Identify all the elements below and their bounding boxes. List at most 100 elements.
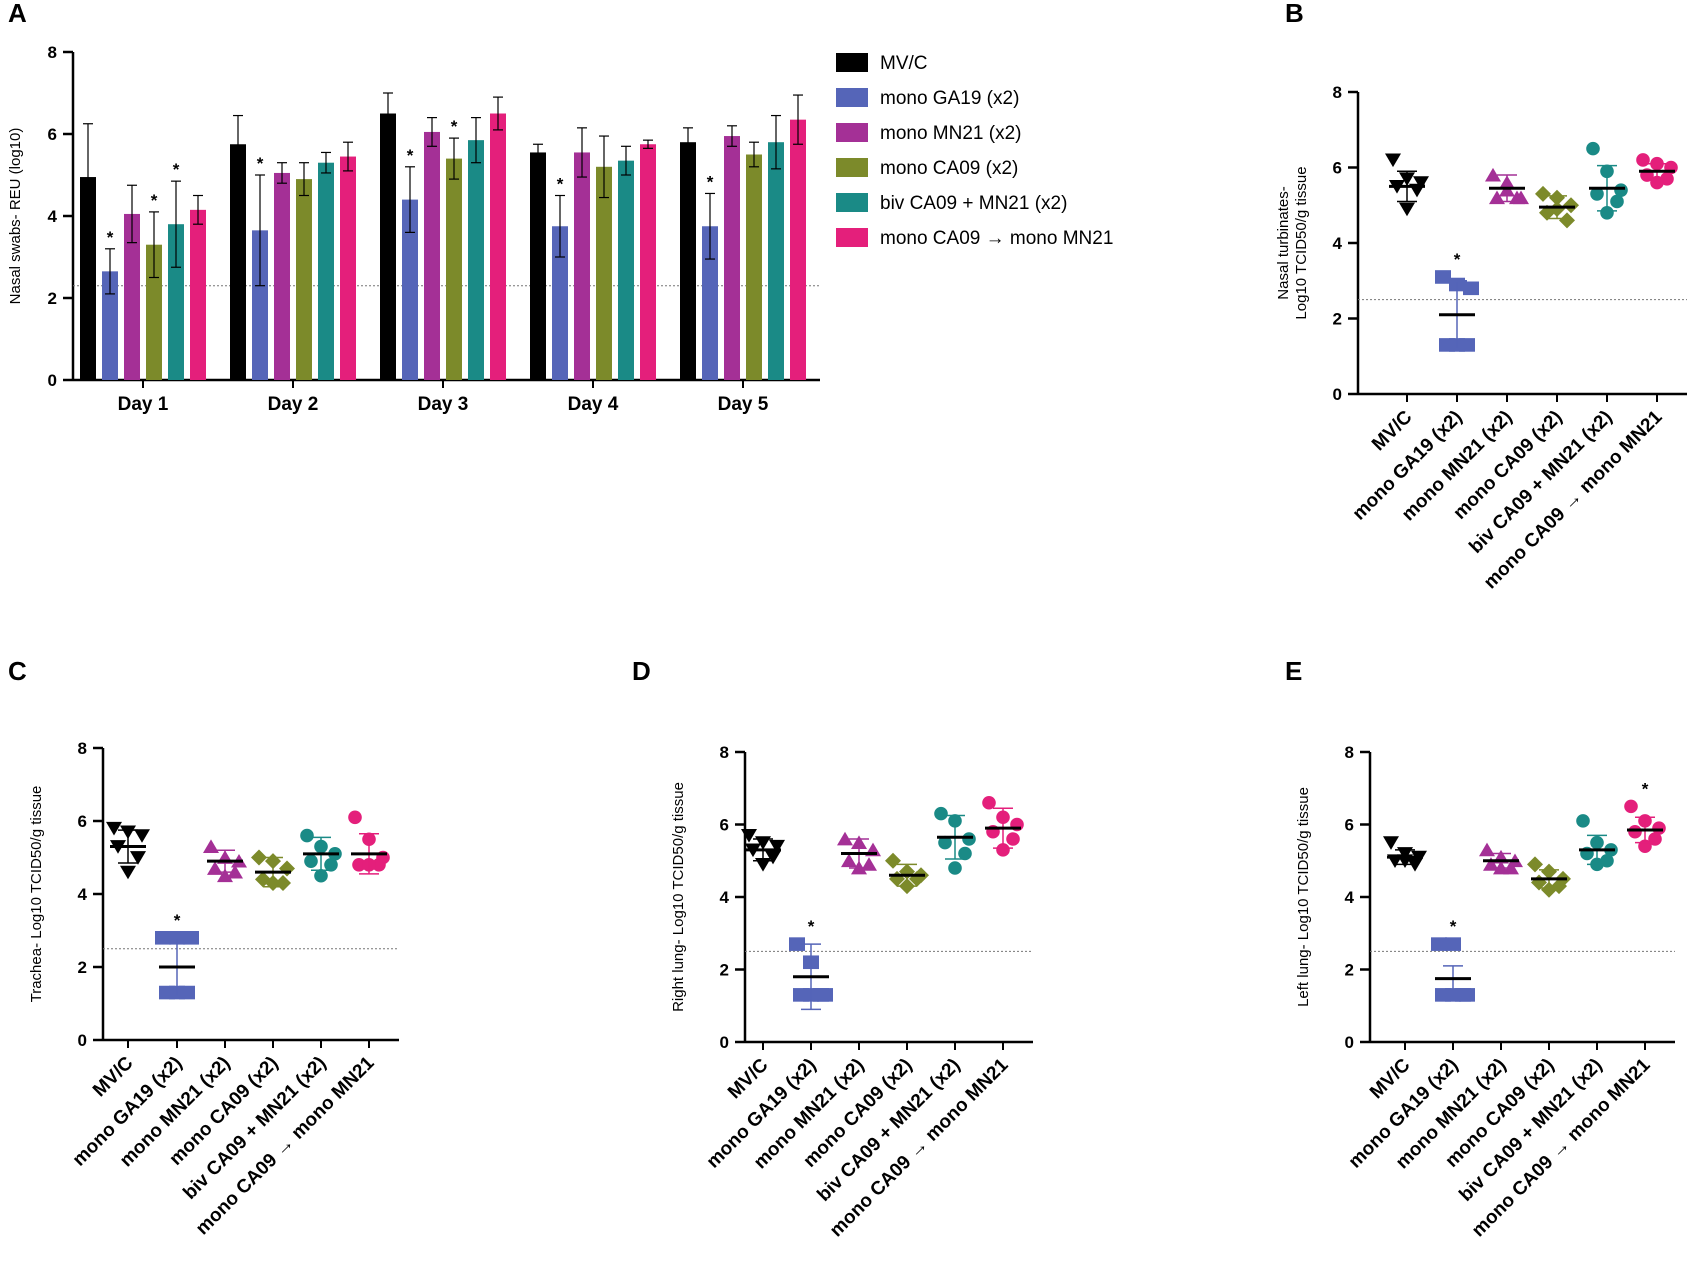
data-point: [982, 795, 996, 810]
legend-swatch: [836, 158, 868, 177]
bar-group: * Day 5: [680, 94, 806, 415]
data-point: [1431, 937, 1447, 951]
bar: [230, 144, 246, 380]
bar: [702, 226, 718, 380]
y-tick-label: 8: [48, 43, 57, 62]
data-point: [741, 828, 757, 843]
data-point: [1385, 153, 1401, 168]
scatter-group: MV/C: [1368, 153, 1429, 455]
significance-star: *: [1454, 250, 1461, 269]
y-axis-label: Nasal swabs- REU (log10): [7, 128, 24, 305]
bar: [490, 113, 506, 380]
bar: [680, 142, 696, 380]
bar-group: * Day 4: [530, 127, 656, 415]
y-tick-label: 8: [78, 739, 87, 758]
data-point: [769, 839, 785, 854]
bar: [790, 119, 806, 381]
data-point: [1636, 153, 1650, 167]
data-point: [996, 843, 1010, 857]
bar: [168, 224, 184, 380]
data-point: [1445, 937, 1461, 951]
legend-label: mono GA19 (x2): [880, 88, 1019, 109]
legend-swatch: [836, 88, 868, 107]
data-point: [1509, 190, 1525, 205]
data-point: [1383, 836, 1399, 850]
data-point: [841, 853, 857, 868]
y-tick-label: 2: [78, 958, 87, 977]
significance-star: *: [151, 191, 158, 210]
data-point: [958, 846, 972, 861]
y-tick-label: 2: [1333, 310, 1342, 329]
legend-swatch: [836, 123, 868, 142]
y-tick-label: 0: [720, 1033, 729, 1052]
y-tick-label: 4: [1345, 888, 1355, 907]
panel-e-scatter-chart: E 0 2 4 6 8 Left lung- Log10 TCID50/g tissue MV…: [1285, 656, 1675, 1241]
y-tick-label: 4: [48, 207, 58, 226]
data-point: [217, 868, 233, 883]
bar: [190, 209, 206, 380]
bar: [296, 179, 312, 380]
panel-b-scatter-chart: B 0 2 4 6 8 Nasal turbinates- Log10 TCID50/g ti…: [1275, 0, 1687, 593]
data-point: [1006, 832, 1020, 846]
data-point: [1559, 212, 1575, 229]
bar: [252, 230, 268, 380]
panel-letter: E: [1285, 656, 1302, 686]
data-point: [789, 937, 805, 951]
data-point: [324, 858, 338, 872]
bar: [124, 213, 140, 380]
bar: [640, 144, 656, 380]
y-tick-label: 6: [720, 816, 729, 835]
legend-label: mono MN21 (x2): [880, 123, 1022, 144]
data-point: [106, 821, 122, 836]
panel-letter: C: [8, 656, 27, 686]
panel-d-scatter-chart: D 0 2 4 6 8 Right lung- Log10 TCID50/g tissue M…: [632, 656, 1033, 1241]
y-tick-label: 8: [1345, 743, 1354, 762]
data-point: [1628, 824, 1642, 839]
y-axis-label: Right lung- Log10 TCID50/g tissue: [670, 782, 687, 1012]
y-tick-label: 8: [1333, 83, 1342, 102]
bar: [618, 160, 634, 380]
significance-star: *: [173, 160, 180, 179]
significance-star: *: [407, 146, 414, 165]
data-point: [183, 931, 199, 945]
y-axis-label: Left lung- Log10 TCID50/g tissue: [1295, 787, 1312, 1007]
y-tick-label: 2: [1345, 961, 1354, 980]
y-tick-label: 2: [48, 289, 57, 308]
legend: MV/C mono GA19 (x2) mono MN21 (x2) mono CA0…: [836, 53, 1113, 249]
data-point: [1610, 194, 1624, 209]
data-point: [130, 851, 146, 865]
data-point: [279, 860, 295, 877]
y-tick-label: 8: [720, 743, 729, 762]
bar-group: * * * Day 1: [80, 123, 206, 415]
data-point: [885, 852, 901, 869]
y-tick-label: 6: [78, 812, 87, 831]
significance-star: *: [257, 154, 264, 173]
data-point: [1535, 185, 1551, 202]
significance-star: *: [707, 172, 714, 191]
y-tick-label: 0: [48, 371, 57, 390]
data-point: [134, 829, 150, 843]
scatter-group: MV/C: [1366, 836, 1427, 1103]
data-point: [1527, 856, 1543, 873]
bar: [446, 158, 462, 380]
data-point: [304, 854, 318, 868]
significance-star: *: [1450, 917, 1457, 936]
bar: [530, 152, 546, 380]
bar: [468, 140, 484, 380]
panel-letter: B: [1285, 0, 1304, 28]
data-point: [352, 858, 366, 872]
significance-star: *: [174, 911, 181, 930]
bar: [274, 172, 290, 380]
y-axis-label-line1: Nasal turbinates-: [1275, 186, 1292, 299]
bar: [80, 177, 96, 380]
bar-group: * Day 2: [230, 114, 356, 415]
x-tick-label: Day 3: [418, 394, 469, 415]
legend-swatch: [836, 228, 868, 247]
data-point: [251, 849, 267, 866]
data-point: [348, 810, 362, 825]
y-tick-label: 6: [48, 125, 57, 144]
bar: [746, 154, 762, 380]
data-point: [1489, 190, 1505, 205]
legend-label: biv CA09 + MN21 (x2): [880, 193, 1067, 214]
